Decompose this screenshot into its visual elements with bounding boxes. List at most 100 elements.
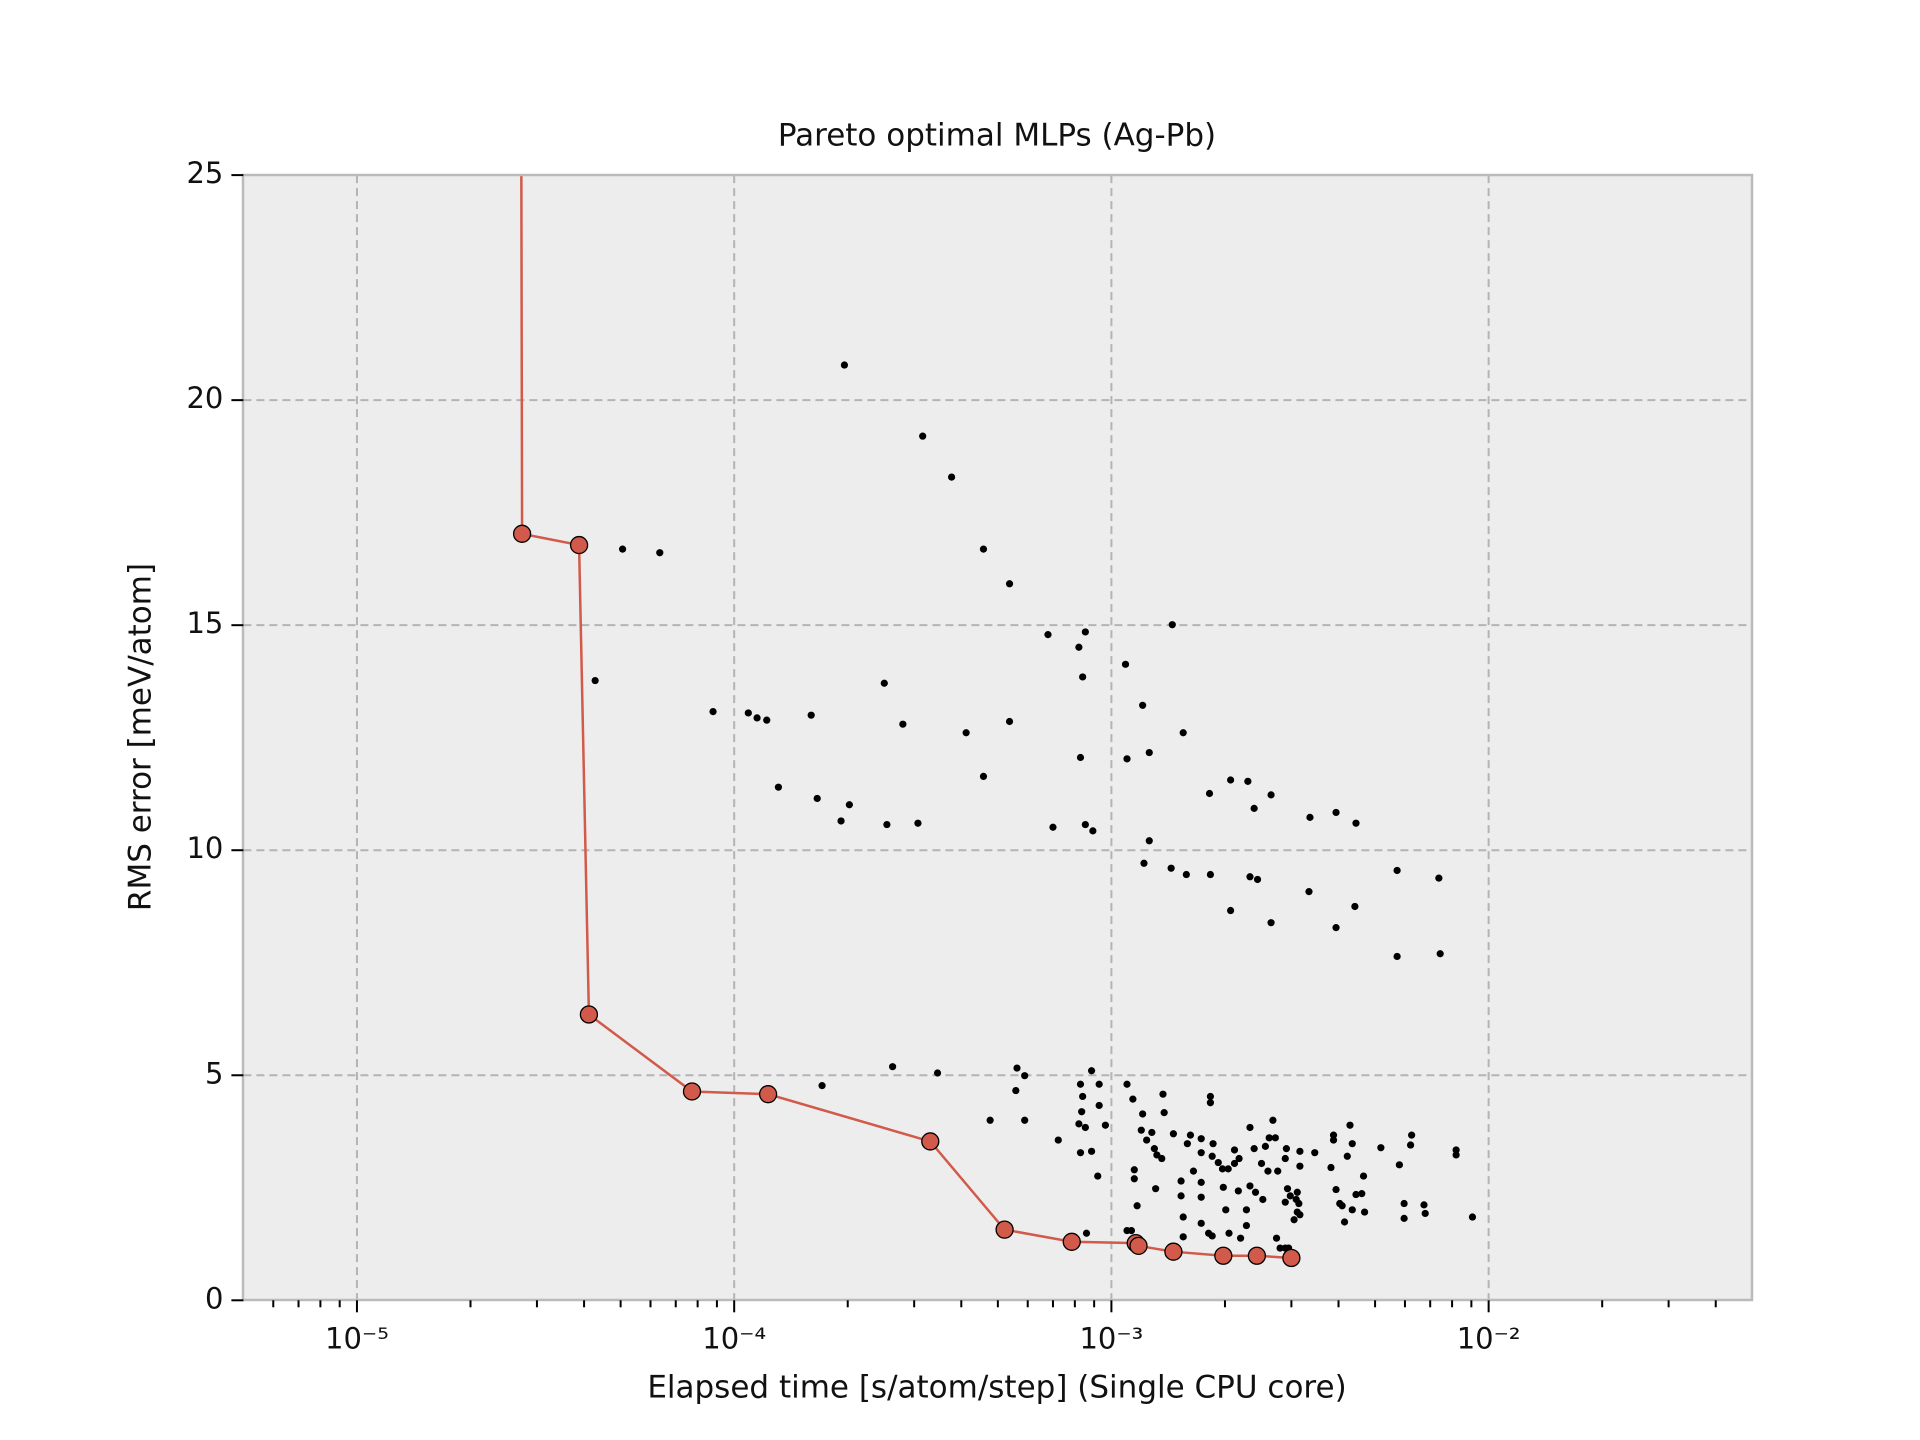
point [1327, 1163, 1335, 1172]
x-axis-label: Elapsed time [s/atom/step] (Single CPU c… [647, 1370, 1346, 1406]
point [1332, 808, 1340, 817]
pareto-point [995, 1220, 1014, 1239]
point [1250, 804, 1258, 812]
point [979, 545, 988, 553]
point [1078, 1108, 1086, 1116]
y-tick-label: 10 [186, 831, 223, 865]
point [1225, 1229, 1233, 1237]
point [1222, 1206, 1230, 1214]
point [1123, 755, 1131, 763]
point [1306, 813, 1314, 821]
point [1359, 1172, 1368, 1180]
pareto-point [579, 1005, 599, 1024]
point [1259, 1195, 1267, 1204]
point [1127, 1226, 1136, 1235]
y-tick-label: 0 [205, 1281, 223, 1315]
point [1352, 1190, 1360, 1199]
point [1137, 1126, 1145, 1134]
point [1087, 1067, 1096, 1075]
point [1075, 1120, 1083, 1128]
point [1145, 837, 1153, 845]
point [1182, 870, 1190, 879]
point [1076, 753, 1085, 762]
point [1209, 1140, 1217, 1148]
point [1197, 1149, 1205, 1157]
point [1236, 1234, 1245, 1242]
point [1281, 1198, 1289, 1206]
point [1081, 628, 1089, 636]
point [1435, 874, 1443, 882]
x-tick-label: 10⁻² [1457, 1321, 1521, 1355]
point [1226, 906, 1235, 915]
point [1206, 1099, 1215, 1107]
pareto-point [682, 1082, 702, 1101]
x-tick-label: 10⁻⁴ [702, 1321, 766, 1355]
point [1242, 1206, 1251, 1214]
point [1152, 1185, 1160, 1193]
y-tick-label: 15 [186, 606, 223, 640]
point [1348, 1140, 1356, 1148]
grid [243, 175, 1753, 1301]
point [899, 720, 907, 728]
point [840, 361, 849, 369]
point [1332, 924, 1340, 932]
chart-title: Pareto optimal MLPs (Ag-Pb) [778, 118, 1216, 154]
point [1271, 1134, 1279, 1142]
point [1021, 1116, 1029, 1124]
plot-area [512, 175, 1477, 1268]
point [1296, 1147, 1304, 1155]
point [1081, 820, 1089, 829]
pareto-point [1282, 1248, 1301, 1268]
point [1121, 660, 1130, 668]
point [1311, 1149, 1319, 1157]
point [1452, 1151, 1460, 1159]
point [1276, 1244, 1284, 1252]
point [1005, 717, 1014, 726]
pareto-point [1214, 1246, 1233, 1265]
point [1230, 1159, 1239, 1168]
point [1305, 888, 1313, 896]
point [1150, 1145, 1158, 1153]
point [1351, 902, 1359, 911]
point [1400, 1214, 1408, 1222]
point [1079, 673, 1087, 681]
pareto-point [1062, 1232, 1081, 1251]
point [1089, 827, 1097, 835]
point [1358, 1190, 1366, 1198]
point [1082, 1229, 1091, 1237]
ticks: 10⁻⁵ 10⁻⁴ 10⁻³ 10⁻² 0 5 10 15 20 25 [186, 156, 1717, 1355]
point [1274, 1167, 1282, 1175]
point [1264, 1167, 1272, 1175]
point [933, 1069, 942, 1077]
point [880, 679, 888, 687]
point [807, 711, 815, 719]
point [1101, 1121, 1109, 1129]
point [1267, 791, 1275, 799]
point [888, 1063, 897, 1071]
point [1290, 1216, 1298, 1224]
point [1281, 1154, 1289, 1163]
point [1468, 1213, 1477, 1221]
point [1329, 1136, 1338, 1144]
point [1293, 1188, 1301, 1196]
point [1393, 866, 1401, 875]
point [1436, 950, 1444, 958]
point [1250, 1145, 1258, 1153]
point [947, 473, 956, 481]
point [1123, 1080, 1131, 1088]
point [962, 729, 970, 737]
point [1140, 859, 1148, 867]
point [774, 783, 783, 791]
point [1338, 1202, 1346, 1210]
point [1234, 1187, 1242, 1195]
point [1095, 1080, 1103, 1088]
pareto-point [921, 1132, 940, 1151]
point [1168, 621, 1176, 629]
point [1205, 789, 1214, 798]
point [1177, 1177, 1185, 1185]
point [1420, 1201, 1428, 1209]
point [1081, 1123, 1089, 1132]
point [1332, 1185, 1340, 1194]
point [1346, 1121, 1354, 1129]
point [1049, 823, 1057, 831]
